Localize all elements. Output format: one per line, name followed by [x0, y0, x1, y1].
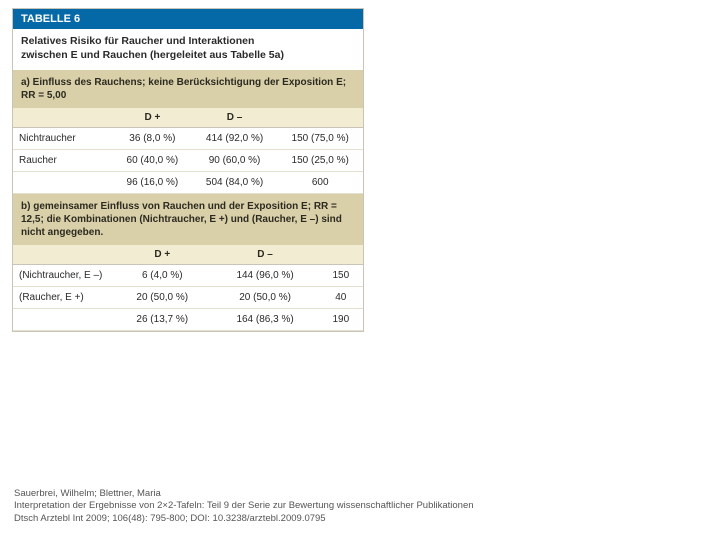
column-header-row: D + D –: [13, 108, 363, 128]
blank: [13, 309, 113, 331]
col-d-minus: D –: [192, 108, 278, 128]
cell: 414 (92,0 %): [192, 128, 278, 150]
section-a-table: D + D – Nichtraucher 36 (8,0 %) 414 (92,…: [13, 108, 363, 194]
section-b-header: b) gemeinsamer Einfluss von Rauchen und …: [13, 194, 363, 245]
table-row: Raucher 60 (40,0 %) 90 (60,0 %) 150 (25,…: [13, 150, 363, 172]
citation-block: Sauerbrei, Wilhelm; Blettner, Maria Inte…: [14, 488, 474, 526]
blank-header: [13, 108, 113, 128]
cell: 40: [319, 287, 363, 309]
table-number-banner: TABELLE 6: [13, 9, 363, 29]
table-title: Relatives Risiko für Raucher und Interak…: [13, 29, 363, 70]
col-d-plus: D +: [113, 245, 212, 265]
cell: 150 (25,0 %): [277, 150, 363, 172]
citation-reference: Dtsch Arztebl Int 2009; 106(48): 795-800…: [14, 513, 474, 526]
cell: 600: [277, 172, 363, 194]
cell: 20 (50,0 %): [113, 287, 212, 309]
cell: 504 (84,0 %): [192, 172, 278, 194]
totals-row: 96 (16,0 %) 504 (84,0 %) 600: [13, 172, 363, 194]
cell: 6 (4,0 %): [113, 265, 212, 287]
cell: 164 (86,3 %): [212, 309, 319, 331]
cell: 26 (13,7 %): [113, 309, 212, 331]
table-row: (Nichtraucher, E –) 6 (4,0 %) 144 (96,0 …: [13, 265, 363, 287]
col-total: [319, 245, 363, 265]
col-d-plus: D +: [113, 108, 192, 128]
title-line-2: zwischen E und Rauchen (hergeleitet aus …: [21, 49, 284, 61]
cell: 36 (8,0 %): [113, 128, 192, 150]
col-total: [277, 108, 363, 128]
title-line-1: Relatives Risiko für Raucher und Interak…: [21, 35, 254, 47]
blank-header: [13, 245, 113, 265]
row-label: (Nichtraucher, E –): [13, 265, 113, 287]
cell: 150: [319, 265, 363, 287]
cell: 150 (75,0 %): [277, 128, 363, 150]
row-label: Raucher: [13, 150, 113, 172]
blank: [13, 172, 113, 194]
section-a-header: a) Einfluss des Rauchens; keine Berücksi…: [13, 70, 363, 108]
citation-authors: Sauerbrei, Wilhelm; Blettner, Maria: [14, 488, 474, 501]
row-label: Nichtraucher: [13, 128, 113, 150]
totals-row: 26 (13,7 %) 164 (86,3 %) 190: [13, 309, 363, 331]
cell: 190: [319, 309, 363, 331]
table-6: TABELLE 6 Relatives Risiko für Raucher u…: [12, 8, 364, 332]
section-b-table: D + D – (Nichtraucher, E –) 6 (4,0 %) 14…: [13, 245, 363, 331]
citation-title: Interpretation der Ergebnisse von 2×2-Ta…: [14, 500, 474, 513]
column-header-row: D + D –: [13, 245, 363, 265]
cell: 90 (60,0 %): [192, 150, 278, 172]
col-d-minus: D –: [212, 245, 319, 265]
cell: 20 (50,0 %): [212, 287, 319, 309]
cell: 96 (16,0 %): [113, 172, 192, 194]
cell: 144 (96,0 %): [212, 265, 319, 287]
cell: 60 (40,0 %): [113, 150, 192, 172]
table-row: Nichtraucher 36 (8,0 %) 414 (92,0 %) 150…: [13, 128, 363, 150]
table-row: (Raucher, E +) 20 (50,0 %) 20 (50,0 %) 4…: [13, 287, 363, 309]
row-label: (Raucher, E +): [13, 287, 113, 309]
